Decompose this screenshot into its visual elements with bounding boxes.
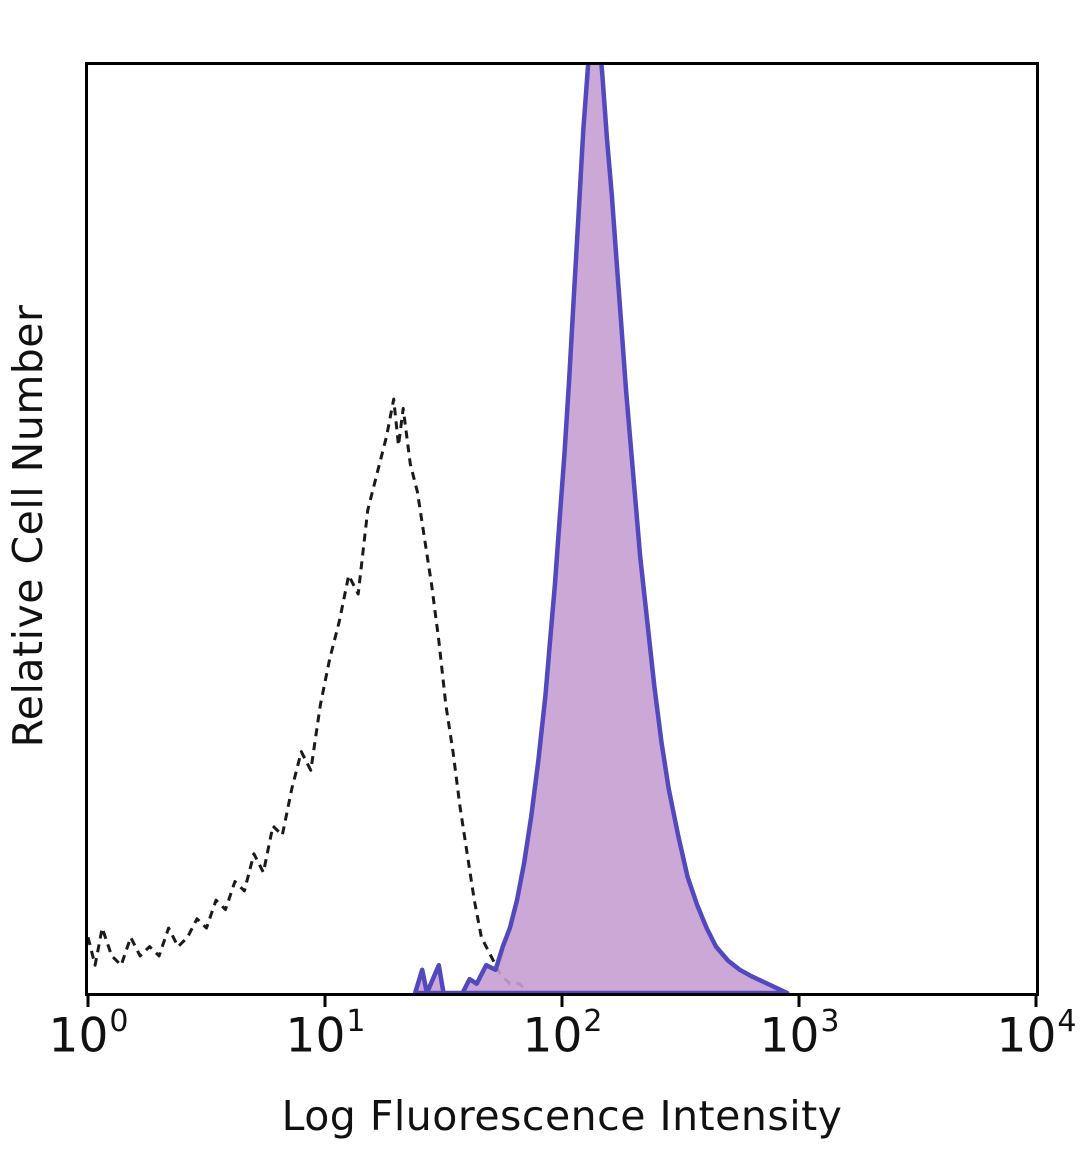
x-tick-label: 103 xyxy=(759,1004,840,1064)
x-tick-mark xyxy=(797,996,801,1007)
x-tick-mark xyxy=(323,996,327,1007)
x-tick-label: 102 xyxy=(522,1004,603,1064)
x-tick-mark xyxy=(86,996,90,1007)
series-unstained-control xyxy=(88,397,530,993)
x-tick-mark xyxy=(560,996,564,1007)
plot-area xyxy=(85,62,1039,996)
y-axis-label: Relative Cell Number xyxy=(4,304,52,748)
x-tick-label: 100 xyxy=(48,1004,129,1064)
histogram-canvas xyxy=(88,65,790,993)
series-stained-sample xyxy=(412,65,790,993)
x-tick-mark xyxy=(1034,996,1038,1007)
x-tick-label: 104 xyxy=(996,1004,1077,1064)
x-tick-label: 101 xyxy=(285,1004,366,1064)
x-axis-label: Log Fluorescence Intensity xyxy=(281,1092,843,1140)
